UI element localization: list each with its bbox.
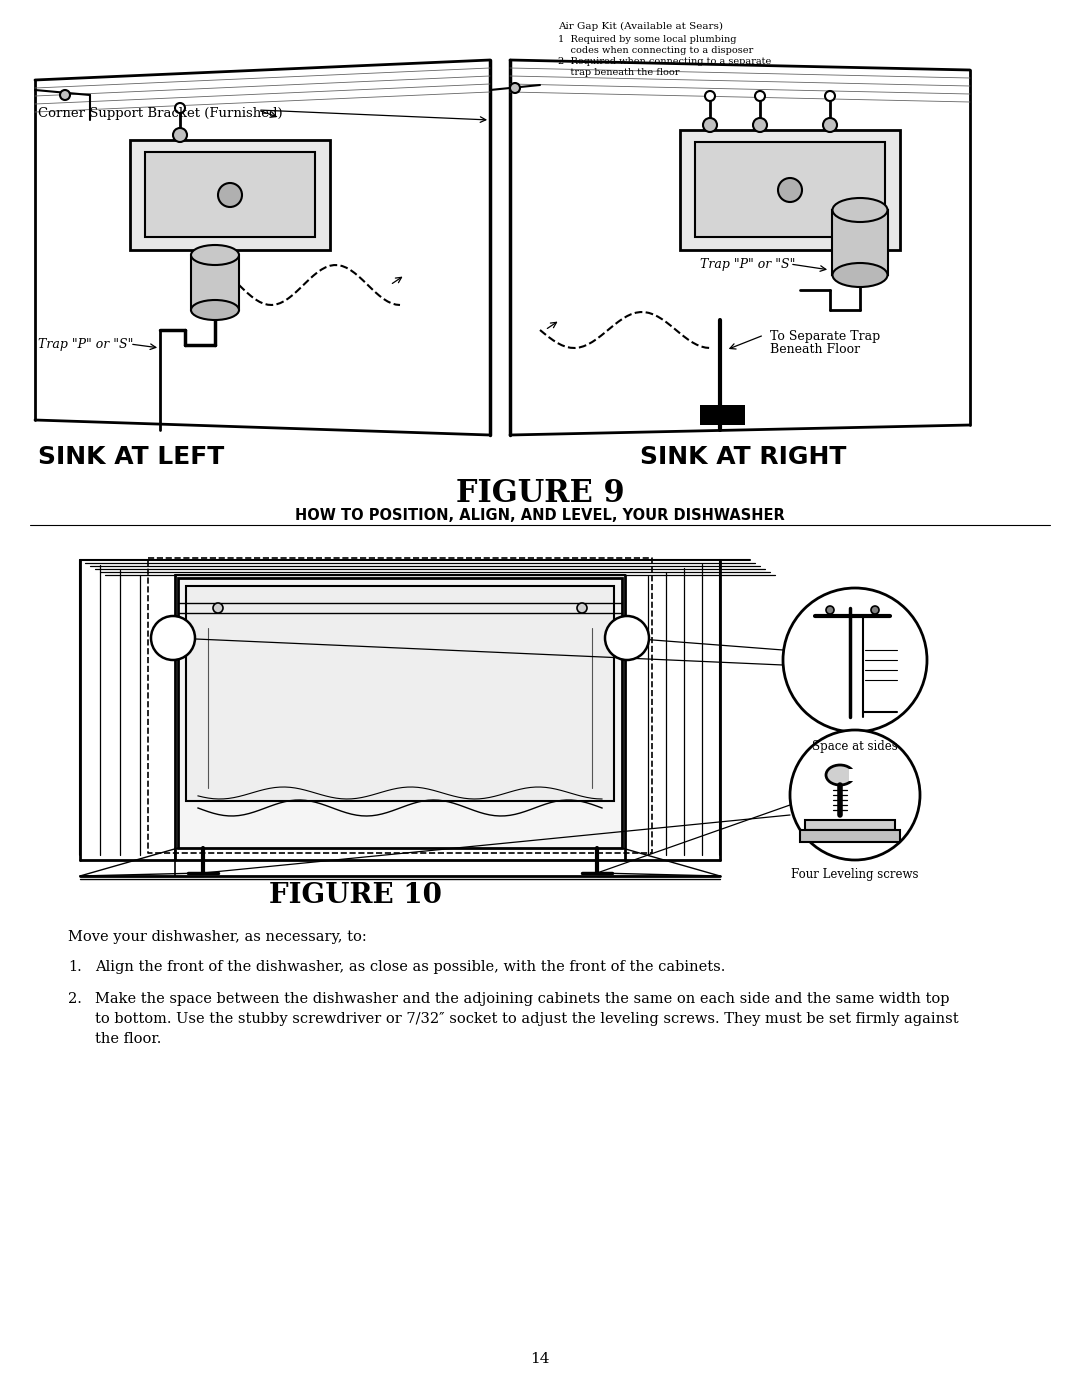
Circle shape — [510, 82, 519, 94]
Text: Trap "P" or "S": Trap "P" or "S" — [38, 338, 133, 351]
Bar — [696, 142, 885, 236]
Text: to bottom. Use the stubby screwdriver or 7/32″ socket to adjust the leveling scr: to bottom. Use the stubby screwdriver or… — [95, 1012, 959, 1026]
Text: codes when connecting to a disposer: codes when connecting to a disposer — [558, 45, 753, 55]
Bar — [832, 210, 888, 275]
Circle shape — [173, 128, 187, 142]
Text: Corner Support Bracket (Furnished): Corner Support Bracket (Furnished) — [38, 107, 283, 120]
Ellipse shape — [833, 263, 888, 287]
Bar — [849, 769, 861, 781]
Ellipse shape — [191, 300, 239, 320]
Text: Make the space between the dishwasher and the adjoining cabinets the same on eac: Make the space between the dishwasher an… — [95, 991, 949, 1006]
Ellipse shape — [826, 765, 854, 785]
Bar — [800, 830, 900, 842]
Circle shape — [753, 118, 767, 132]
Text: SINK AT RIGHT: SINK AT RIGHT — [640, 446, 847, 469]
Circle shape — [870, 606, 879, 615]
Bar — [805, 820, 895, 830]
Bar — [145, 153, 315, 236]
Text: 14: 14 — [530, 1352, 550, 1365]
Circle shape — [783, 588, 927, 732]
Bar — [700, 406, 745, 425]
Circle shape — [175, 103, 185, 113]
Circle shape — [151, 616, 195, 660]
Circle shape — [60, 89, 70, 100]
Text: Space at sides: Space at sides — [812, 740, 897, 754]
Bar — [130, 140, 330, 250]
Circle shape — [213, 604, 222, 613]
Text: trap beneath the floor: trap beneath the floor — [558, 67, 679, 77]
Circle shape — [825, 91, 835, 100]
Circle shape — [789, 730, 920, 859]
Circle shape — [705, 91, 715, 100]
Text: the floor.: the floor. — [95, 1033, 161, 1046]
Circle shape — [826, 606, 834, 615]
Text: 2  Required when connecting to a separate: 2 Required when connecting to a separate — [558, 56, 771, 66]
Text: Four Leveling screws: Four Leveling screws — [792, 868, 919, 881]
Text: 1  Required by some local plumbing: 1 Required by some local plumbing — [558, 34, 737, 44]
Bar — [191, 254, 239, 309]
Ellipse shape — [833, 198, 888, 221]
Text: FIGURE 9: FIGURE 9 — [456, 478, 624, 509]
Text: To Separate Trap: To Separate Trap — [770, 330, 880, 342]
Text: FIGURE 10: FIGURE 10 — [269, 881, 442, 909]
Circle shape — [577, 604, 588, 613]
Text: Trap "P" or "S": Trap "P" or "S" — [700, 258, 795, 271]
Circle shape — [778, 177, 802, 202]
Text: Beneath Floor: Beneath Floor — [770, 342, 860, 356]
Bar — [186, 586, 615, 802]
Text: Air Gap Kit (Available at Sears): Air Gap Kit (Available at Sears) — [558, 22, 723, 32]
Text: 1.: 1. — [68, 960, 82, 973]
Circle shape — [605, 616, 649, 660]
Text: Align the front of the dishwasher, as close as possible, with the front of the c: Align the front of the dishwasher, as cl… — [95, 960, 726, 973]
Circle shape — [823, 118, 837, 132]
Bar — [178, 578, 622, 848]
Circle shape — [703, 118, 717, 132]
Circle shape — [218, 183, 242, 208]
Bar — [680, 131, 900, 250]
Text: HOW TO POSITION, ALIGN, AND LEVEL, YOUR DISHWASHER: HOW TO POSITION, ALIGN, AND LEVEL, YOUR … — [295, 507, 785, 522]
Ellipse shape — [191, 245, 239, 265]
Text: Move your dishwasher, as necessary, to:: Move your dishwasher, as necessary, to: — [68, 930, 367, 945]
Text: 2.: 2. — [68, 991, 82, 1006]
Text: SINK AT LEFT: SINK AT LEFT — [38, 446, 225, 469]
Circle shape — [755, 91, 765, 100]
